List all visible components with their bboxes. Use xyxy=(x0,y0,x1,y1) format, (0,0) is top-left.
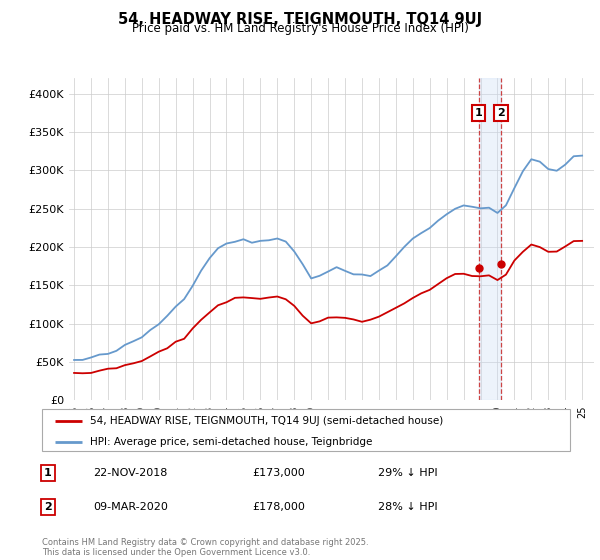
Text: 1: 1 xyxy=(44,468,52,478)
Text: £178,000: £178,000 xyxy=(252,502,305,512)
Text: 28% ↓ HPI: 28% ↓ HPI xyxy=(378,502,437,512)
Text: 29% ↓ HPI: 29% ↓ HPI xyxy=(378,468,437,478)
Text: 22-NOV-2018: 22-NOV-2018 xyxy=(93,468,167,478)
Text: 54, HEADWAY RISE, TEIGNMOUTH, TQ14 9UJ (semi-detached house): 54, HEADWAY RISE, TEIGNMOUTH, TQ14 9UJ (… xyxy=(89,416,443,426)
FancyBboxPatch shape xyxy=(42,409,570,451)
Text: £173,000: £173,000 xyxy=(252,468,305,478)
Text: 2: 2 xyxy=(497,108,505,118)
Text: Price paid vs. HM Land Registry's House Price Index (HPI): Price paid vs. HM Land Registry's House … xyxy=(131,22,469,35)
Text: 2: 2 xyxy=(44,502,52,512)
Bar xyxy=(479,78,501,400)
Text: 54, HEADWAY RISE, TEIGNMOUTH, TQ14 9UJ: 54, HEADWAY RISE, TEIGNMOUTH, TQ14 9UJ xyxy=(118,12,482,27)
Text: Contains HM Land Registry data © Crown copyright and database right 2025.
This d: Contains HM Land Registry data © Crown c… xyxy=(42,538,368,557)
Text: 1: 1 xyxy=(475,108,483,118)
Text: 09-MAR-2020: 09-MAR-2020 xyxy=(93,502,168,512)
Text: HPI: Average price, semi-detached house, Teignbridge: HPI: Average price, semi-detached house,… xyxy=(89,437,372,446)
